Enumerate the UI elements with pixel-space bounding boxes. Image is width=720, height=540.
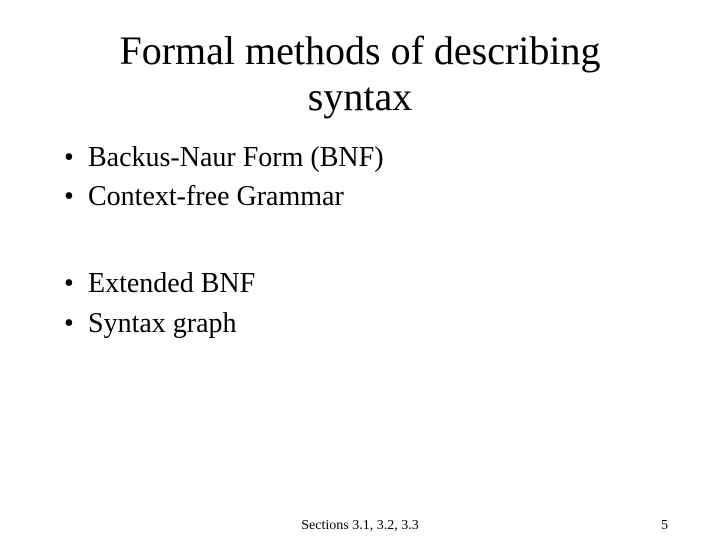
bullet-item: Context-free Grammar <box>60 177 660 216</box>
page-number: 5 <box>661 518 668 534</box>
bullet-group-2: Extended BNF Syntax graph <box>60 264 660 342</box>
footer-sections: Sections 3.1, 3.2, 3.3 <box>301 518 418 534</box>
slide-body: Backus-Naur Form (BNF) Context-free Gram… <box>0 120 720 343</box>
title-line-1: Formal methods of describing <box>119 28 600 73</box>
bullet-group-1: Backus-Naur Form (BNF) Context-free Gram… <box>60 138 660 216</box>
title-line-2: syntax <box>308 74 412 119</box>
bullet-item: Extended BNF <box>60 264 660 303</box>
bullet-item: Syntax graph <box>60 304 660 343</box>
slide-title: Formal methods of describing syntax <box>0 0 720 120</box>
slide: Formal methods of describing syntax Back… <box>0 0 720 540</box>
group-spacer <box>60 216 660 264</box>
bullet-item: Backus-Naur Form (BNF) <box>60 138 660 177</box>
